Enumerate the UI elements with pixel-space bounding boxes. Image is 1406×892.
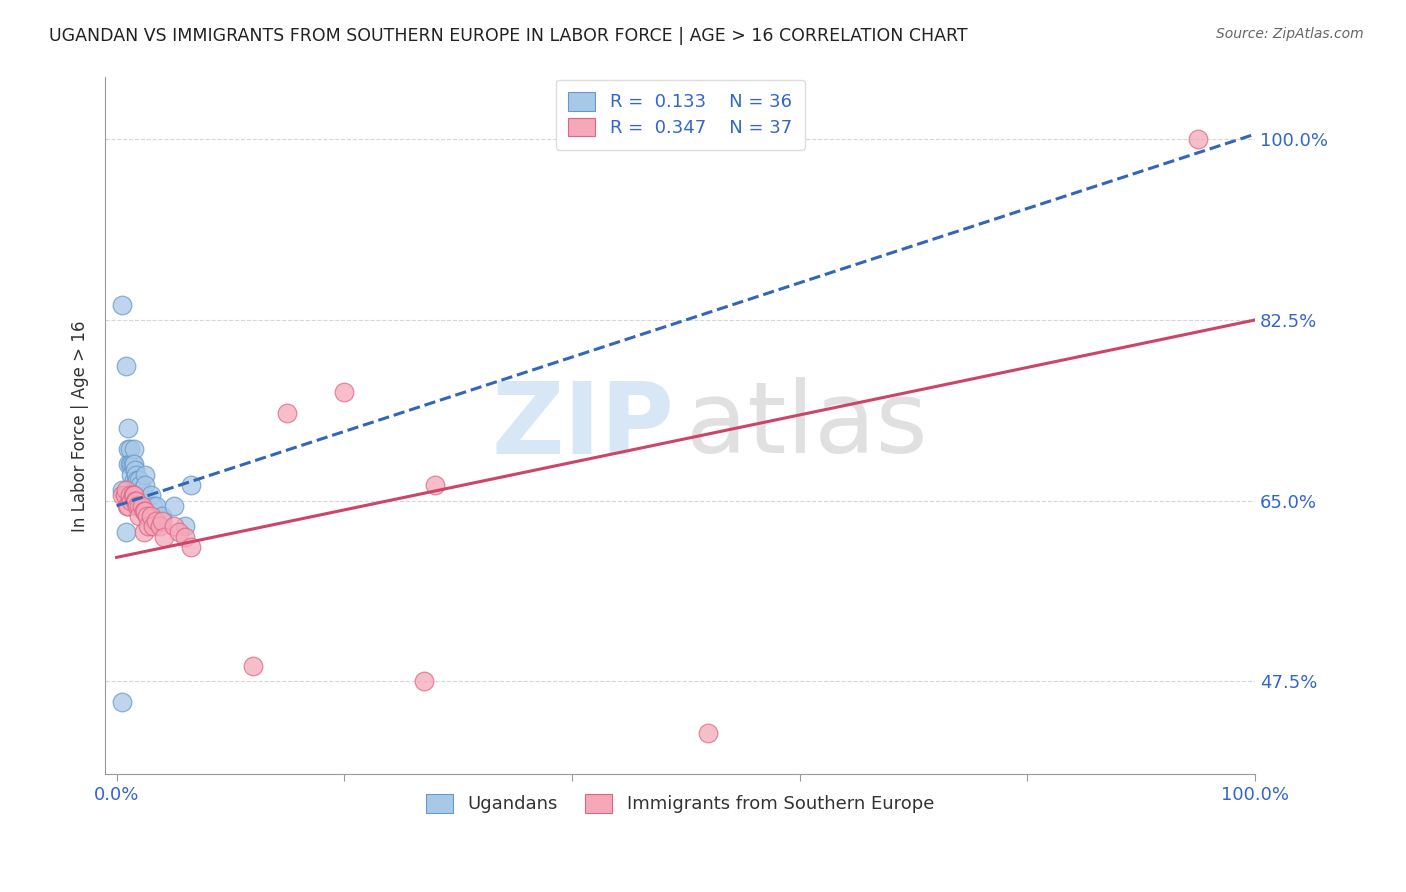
Point bbox=[111, 297, 134, 311]
Point bbox=[149, 519, 172, 533]
Point bbox=[125, 473, 148, 487]
Point bbox=[121, 458, 143, 472]
Point bbox=[128, 499, 150, 513]
Point bbox=[134, 467, 156, 482]
Point bbox=[132, 504, 155, 518]
Point bbox=[115, 499, 138, 513]
Point bbox=[120, 458, 142, 472]
Point bbox=[145, 499, 167, 513]
Point bbox=[111, 695, 134, 709]
Point bbox=[117, 458, 139, 472]
Point bbox=[125, 483, 148, 498]
Point bbox=[180, 540, 202, 554]
Point bbox=[138, 519, 160, 533]
Point bbox=[124, 493, 146, 508]
Point bbox=[413, 674, 436, 689]
Point bbox=[1187, 132, 1209, 146]
Point bbox=[120, 493, 142, 508]
Point bbox=[128, 488, 150, 502]
Point bbox=[139, 488, 162, 502]
Point bbox=[131, 499, 153, 513]
Point bbox=[134, 504, 156, 518]
Point bbox=[134, 478, 156, 492]
Point bbox=[125, 488, 148, 502]
Point bbox=[122, 473, 145, 487]
Point bbox=[120, 488, 142, 502]
Point bbox=[697, 726, 720, 740]
Point bbox=[167, 524, 190, 539]
Text: atlas: atlas bbox=[686, 377, 928, 475]
Point bbox=[174, 519, 197, 533]
Point bbox=[174, 530, 197, 544]
Point bbox=[117, 499, 139, 513]
Legend: Ugandans, Immigrants from Southern Europe: Ugandans, Immigrants from Southern Europ… bbox=[415, 783, 945, 824]
Point bbox=[136, 509, 159, 524]
Point bbox=[121, 488, 143, 502]
Point bbox=[111, 483, 134, 498]
Text: UGANDAN VS IMMIGRANTS FROM SOUTHERN EUROPE IN LABOR FORCE | AGE > 16 CORRELATION: UGANDAN VS IMMIGRANTS FROM SOUTHERN EURO… bbox=[49, 27, 967, 45]
Point bbox=[242, 658, 264, 673]
Point bbox=[122, 458, 145, 472]
Point bbox=[142, 519, 165, 533]
Point bbox=[139, 509, 162, 524]
Point bbox=[125, 493, 148, 508]
Text: ZIP: ZIP bbox=[492, 377, 675, 475]
Point bbox=[276, 406, 298, 420]
Y-axis label: In Labor Force | Age > 16: In Labor Force | Age > 16 bbox=[72, 320, 89, 532]
Point bbox=[122, 488, 145, 502]
Point bbox=[124, 463, 146, 477]
Point bbox=[180, 478, 202, 492]
Point bbox=[127, 483, 149, 498]
Point bbox=[150, 514, 173, 528]
Point bbox=[124, 478, 146, 492]
Point bbox=[131, 483, 153, 498]
Point bbox=[120, 458, 142, 472]
Point bbox=[114, 359, 136, 374]
Point bbox=[114, 524, 136, 539]
Point bbox=[128, 509, 150, 524]
Point bbox=[117, 421, 139, 435]
Point bbox=[162, 519, 184, 533]
Point bbox=[162, 499, 184, 513]
Point bbox=[114, 488, 136, 502]
Text: Source: ZipAtlas.com: Source: ZipAtlas.com bbox=[1216, 27, 1364, 41]
Point bbox=[111, 488, 134, 502]
Point bbox=[425, 478, 447, 492]
Point bbox=[150, 509, 173, 524]
Point bbox=[132, 524, 155, 539]
Point bbox=[120, 467, 142, 482]
Point bbox=[142, 499, 165, 513]
Point bbox=[122, 442, 145, 456]
Point bbox=[117, 442, 139, 456]
Point bbox=[120, 442, 142, 456]
Point bbox=[128, 473, 150, 487]
Point bbox=[125, 467, 148, 482]
Point bbox=[114, 483, 136, 498]
Point bbox=[129, 478, 152, 492]
Point bbox=[145, 514, 167, 528]
Point bbox=[125, 499, 148, 513]
Point bbox=[153, 530, 176, 544]
Point bbox=[333, 385, 356, 400]
